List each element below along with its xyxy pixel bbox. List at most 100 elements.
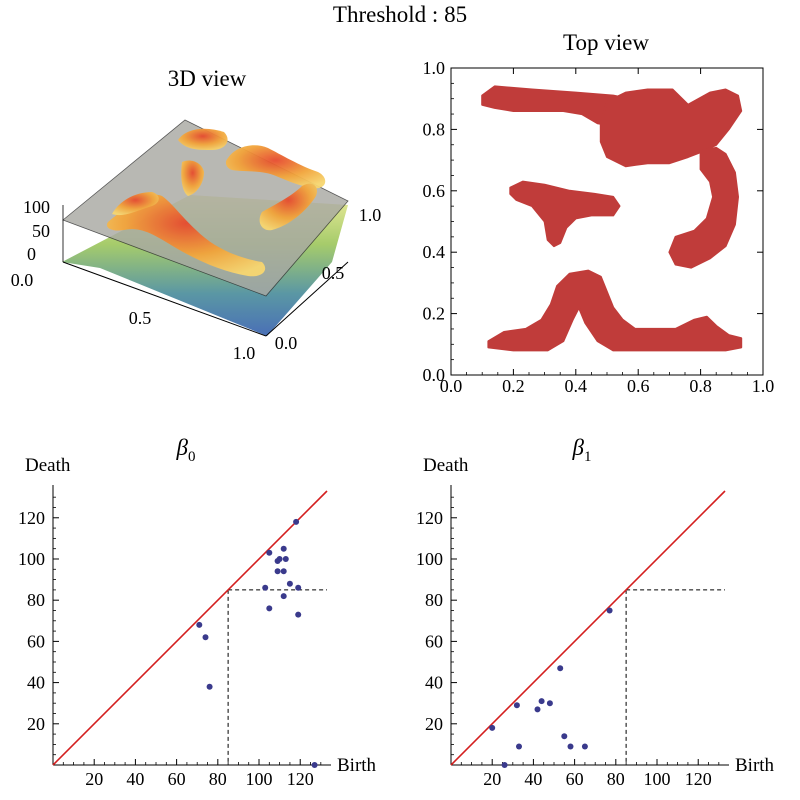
beta0-xtick-label: 100 bbox=[246, 769, 273, 789]
surface-peaks bbox=[106, 128, 326, 277]
beta1-panel: β1 20 40 60 80 100 120 20 40 60 80 100 120 Birth Deat… bbox=[416, 435, 775, 789]
beta0-title: β0 bbox=[176, 435, 196, 465]
beta0-diagonal bbox=[52, 490, 328, 766]
beta0-point bbox=[286, 580, 293, 587]
box-edge-right bbox=[265, 261, 349, 337]
beta1-point bbox=[513, 702, 520, 709]
view3d-title: 3D view bbox=[168, 66, 247, 91]
region-top-right-blob bbox=[599, 88, 743, 168]
beta0-xtick-label: 60 bbox=[168, 769, 186, 789]
view3d-ztick-50: 50 bbox=[32, 221, 50, 241]
peak-top-ridge bbox=[178, 128, 228, 150]
beta1-ytick-label: 20 bbox=[425, 714, 443, 734]
topview-panel: Top view 0.0 0.2 0.4 0.6 0.8 1.00.00.20.40.60… bbox=[423, 30, 775, 396]
beta1-plot: 20 40 60 80 100 120 20 40 60 80 100 120 Birth Death bbox=[416, 455, 775, 789]
peak-top-right bbox=[225, 145, 326, 189]
beta0-point bbox=[311, 762, 318, 768]
topview-xtick-label: 0.8 bbox=[689, 376, 712, 396]
beta0-point bbox=[280, 593, 287, 600]
beta1-title-symbol: β bbox=[572, 435, 585, 460]
beta0-point bbox=[295, 611, 302, 618]
beta1-ytick-label: 120 bbox=[416, 508, 443, 528]
beta1-point bbox=[546, 700, 553, 707]
beta0-point bbox=[266, 605, 273, 612]
beta0-title-sub: 0 bbox=[188, 449, 196, 465]
topview-xtick-label: 0.4 bbox=[565, 376, 588, 396]
topview-axes: 0.0 0.2 0.4 0.6 0.8 1.0 0.0 0.2 0.4 0.6 0.8 1.0 bbox=[423, 58, 775, 396]
topview-ytick-label: 1.0 bbox=[423, 58, 446, 78]
beta1-point bbox=[501, 762, 508, 768]
beta1-xlabel: Birth bbox=[735, 755, 775, 776]
view3d-panel: 3D view 100 50 0 0.0 0.5 1.0 0.0 0.5 1.0 bbox=[11, 66, 382, 363]
beta0-ytick-label: 20 bbox=[27, 714, 45, 734]
beta0-point bbox=[274, 568, 281, 575]
beta0-plot: 20 40 60 80 100 120 20 40 60 80 100 120 Birth Death bbox=[18, 455, 377, 789]
beta0-ytick-label: 120 bbox=[18, 508, 45, 528]
topview-ytick-label: 0.8 bbox=[423, 119, 446, 139]
view3d-xtick-05: 0.5 bbox=[129, 308, 152, 328]
peak-right-arc bbox=[259, 183, 318, 231]
beta0-point bbox=[202, 634, 209, 641]
view3d-ytick-05: 0.5 bbox=[322, 263, 345, 283]
beta0-point bbox=[280, 545, 287, 552]
topview-ytick-label: 0.2 bbox=[423, 304, 446, 324]
beta0-ytick-label: 80 bbox=[27, 590, 45, 610]
beta0-point bbox=[295, 584, 302, 591]
topview-xtick-label: 0.0 bbox=[440, 376, 463, 396]
beta1-ytick-label: 80 bbox=[425, 590, 443, 610]
view3d-ztick-0: 0 bbox=[27, 244, 36, 264]
beta0-point bbox=[262, 584, 269, 591]
beta1-ylabel: Death bbox=[423, 455, 469, 476]
beta0-panel: β0 20 40 60 80 100 120 20 40 60 80 100 120 Birth Deat… bbox=[18, 435, 377, 789]
beta1-point bbox=[538, 698, 545, 705]
beta0-point bbox=[280, 568, 287, 575]
beta1-xtick-label: 80 bbox=[607, 769, 625, 789]
beta1-ytick-label: 60 bbox=[425, 631, 443, 651]
beta0-xtick-label: 120 bbox=[287, 769, 314, 789]
beta1-xtick-label: 40 bbox=[524, 769, 542, 789]
beta1-xtick-label: 120 bbox=[685, 769, 712, 789]
topview-xtick-label: 0.2 bbox=[502, 376, 525, 396]
topview-xtick-label: 1.0 bbox=[752, 376, 775, 396]
beta1-point bbox=[534, 706, 541, 713]
beta1-ytick-label: 40 bbox=[425, 673, 443, 693]
topview-ytick-label: 0.6 bbox=[423, 181, 446, 201]
peak-left-ridge bbox=[112, 192, 159, 216]
beta0-point bbox=[206, 683, 213, 690]
beta1-point bbox=[581, 743, 588, 750]
beta1-xtick-label: 100 bbox=[644, 769, 671, 789]
view3d-xtick-0: 0.0 bbox=[11, 270, 34, 290]
beta1-point bbox=[557, 665, 564, 672]
topview-xtick-label: 0.6 bbox=[627, 376, 650, 396]
topview-ytick-label: 0.0 bbox=[423, 365, 446, 385]
beta1-point bbox=[606, 607, 613, 614]
beta0-point bbox=[293, 518, 300, 525]
beta0-xtick-label: 40 bbox=[126, 769, 144, 789]
beta0-xlabel: Birth bbox=[337, 755, 377, 776]
beta0-ytick-label: 60 bbox=[27, 631, 45, 651]
region-middle-left-blob bbox=[509, 180, 621, 248]
topview-title: Top view bbox=[563, 30, 649, 55]
beta0-point bbox=[266, 549, 273, 556]
beta1-point bbox=[489, 724, 496, 731]
topview-ytick-label: 0.4 bbox=[423, 242, 446, 262]
box-edge-bottom bbox=[62, 261, 267, 337]
view3d-ytick-1: 1.0 bbox=[359, 205, 382, 225]
view3d-ztick-100: 100 bbox=[23, 197, 50, 217]
beta1-diagonal bbox=[450, 490, 726, 766]
view3d-ytick-0: 0.0 bbox=[275, 333, 298, 353]
view3d-xtick-1: 1.0 bbox=[233, 343, 256, 363]
threshold-plane bbox=[62, 119, 349, 297]
beta1-xtick-label: 20 bbox=[483, 769, 501, 789]
beta0-point bbox=[276, 556, 283, 562]
region-right-arc-blob bbox=[668, 146, 739, 269]
beta1-point bbox=[561, 733, 568, 740]
beta1-ytick-label: 100 bbox=[416, 549, 443, 569]
region-bottom-blob bbox=[487, 269, 743, 352]
peak-front-ridge bbox=[106, 194, 266, 277]
beta0-title-symbol: β bbox=[176, 435, 189, 460]
beta0-point bbox=[196, 621, 203, 628]
beta1-title: β1 bbox=[572, 435, 592, 465]
figure-title: Threshold : 85 bbox=[333, 2, 467, 27]
